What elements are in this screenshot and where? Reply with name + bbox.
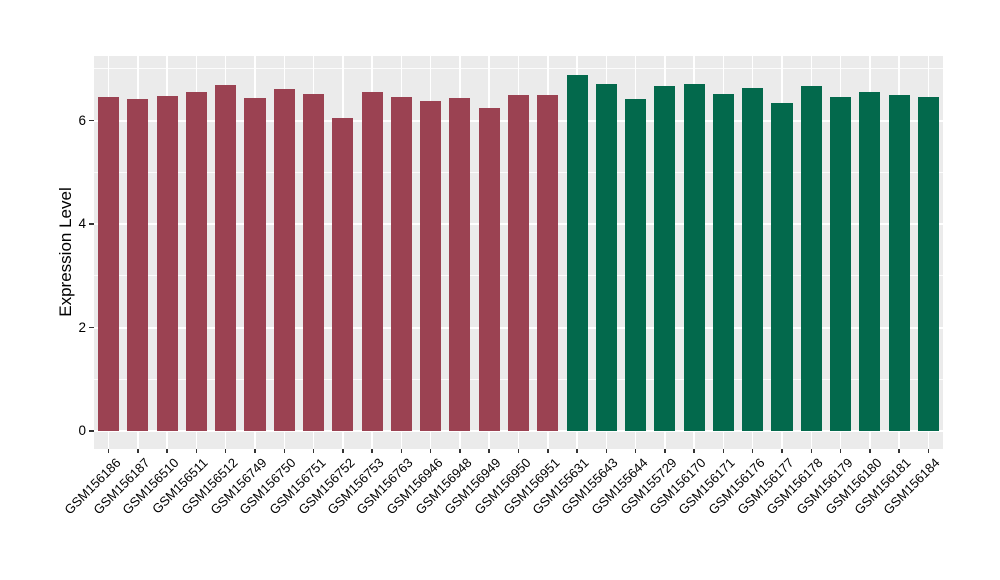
x-axis-tick — [576, 449, 578, 453]
y-axis-tick-label: 4 — [78, 216, 86, 231]
x-axis-tick — [342, 449, 344, 453]
x-axis-tick — [429, 449, 432, 453]
x-axis-tick — [869, 449, 871, 453]
bar-GSM156511 — [185, 91, 207, 431]
bar-GSM156181 — [888, 94, 910, 431]
bar-GSM156749 — [244, 97, 266, 431]
y-axis-title: Expression Level — [56, 187, 75, 317]
bar-GSM156178 — [800, 85, 822, 431]
x-axis-tick — [107, 449, 110, 453]
x-axis-tick — [283, 449, 286, 453]
y-axis-tick — [89, 326, 94, 329]
x-axis-tick — [781, 449, 783, 453]
bar-GSM156180 — [859, 92, 881, 431]
bar-GSM156177 — [771, 103, 793, 431]
bar-GSM156170 — [683, 83, 705, 431]
x-axis-tick — [400, 449, 403, 453]
x-axis-tick — [664, 449, 666, 453]
x-axis-tick — [195, 449, 198, 453]
x-axis-tick — [312, 449, 315, 453]
x-axis-tick — [166, 449, 168, 453]
bar-GSM156763 — [390, 97, 412, 431]
y-axis-tick-label: 0 — [78, 423, 86, 438]
x-axis-tick — [605, 449, 608, 453]
bar-GSM156948 — [449, 98, 471, 431]
bar-GSM156510 — [156, 95, 178, 431]
bar-GSM155729 — [654, 85, 676, 431]
bar-GSM156753 — [361, 92, 383, 431]
y-axis-tick — [89, 223, 94, 225]
bar-GSM156512 — [215, 84, 237, 431]
bar-GSM156950 — [507, 94, 530, 431]
bar-GSM156750 — [273, 89, 295, 431]
bar-GSM156179 — [829, 96, 852, 431]
x-axis-tick — [517, 449, 520, 453]
plot-panel — [94, 56, 943, 449]
x-axis-tick — [459, 449, 461, 453]
x-axis-tick — [722, 449, 725, 453]
x-axis-tick — [634, 449, 637, 453]
bar-GSM156946 — [420, 101, 442, 431]
x-axis-tick — [547, 449, 549, 453]
y-axis-tick — [89, 430, 94, 432]
y-axis-tick-label: 2 — [78, 319, 86, 335]
x-axis-tick — [927, 449, 930, 453]
x-axis-tick — [488, 449, 490, 453]
bar-GSM156951 — [537, 94, 559, 431]
bar-GSM156184 — [917, 97, 939, 431]
bar-GSM156949 — [478, 108, 500, 431]
x-axis-tick — [751, 449, 754, 453]
y-axis-tick-label: 6 — [78, 112, 86, 128]
x-axis-tick — [839, 449, 842, 453]
major-gridline — [94, 430, 943, 432]
bar-GSM155631 — [566, 74, 588, 431]
x-axis-tick — [224, 449, 227, 453]
bar-GSM156187 — [127, 98, 149, 431]
x-axis-tick — [810, 449, 812, 453]
x-axis-tick — [898, 449, 900, 453]
minor-gridline — [94, 68, 943, 70]
x-axis-tick — [137, 449, 139, 453]
x-axis-tick — [254, 449, 256, 453]
bar-GSM155644 — [625, 99, 647, 431]
bar-GSM156186 — [98, 97, 120, 431]
x-axis-tick — [693, 449, 695, 453]
x-axis-tick — [371, 449, 373, 453]
bar-GSM155643 — [595, 83, 617, 431]
y-axis-tick — [89, 119, 94, 122]
bar-GSM156176 — [742, 88, 764, 431]
bar-GSM156752 — [332, 117, 354, 431]
bar-GSM156171 — [712, 93, 734, 431]
bar-GSM156751 — [303, 93, 325, 431]
